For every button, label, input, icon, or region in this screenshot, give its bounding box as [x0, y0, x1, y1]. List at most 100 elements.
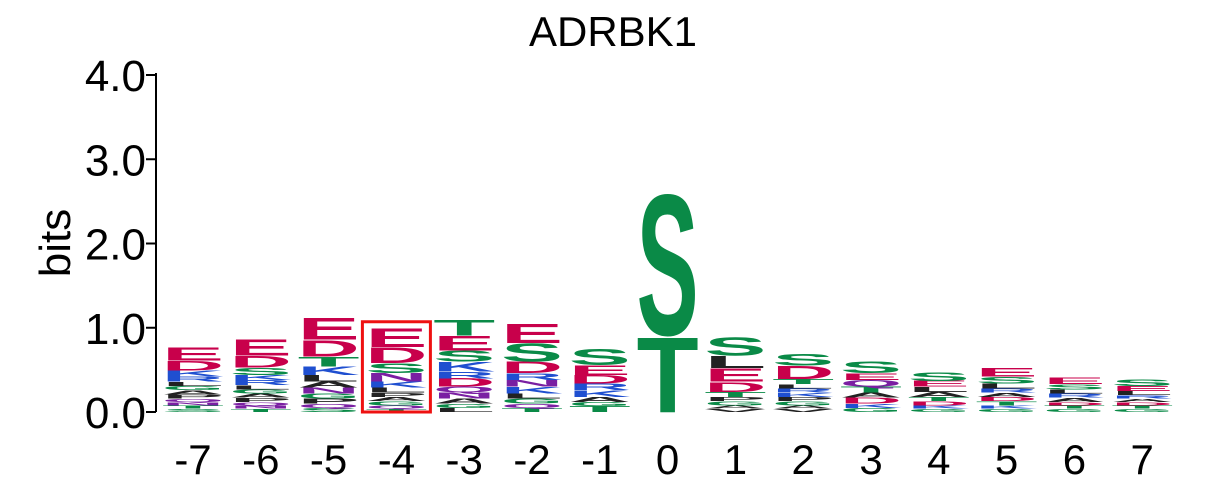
- logo-letter-N: N: [298, 386, 360, 395]
- y-tick-label: 1.0: [85, 305, 146, 354]
- logo-letter-S: S: [298, 407, 360, 414]
- logo-letter-G: G: [298, 392, 360, 400]
- logo-letter-D: D: [840, 396, 902, 405]
- x-tick-label: 0: [656, 436, 679, 483]
- logo-letter-K: K: [501, 385, 563, 395]
- logo-letter-G: G: [365, 400, 427, 407]
- logo-letter-L: L: [908, 386, 970, 394]
- logo-letter-D: D: [704, 379, 766, 395]
- logo-letter-Q: Q: [840, 378, 902, 388]
- logo-letter-L: L: [772, 383, 834, 390]
- logo-letter-T: T: [162, 404, 224, 409]
- logo-letter-A: A: [162, 389, 224, 396]
- logo-letter-R: R: [230, 379, 292, 387]
- logo-letter-S: S: [501, 338, 563, 367]
- x-tick-label: 2: [792, 436, 815, 483]
- logo-letter-L: L: [230, 384, 292, 391]
- logo-letter-G: G: [976, 408, 1038, 413]
- logo-letter-D: D: [230, 353, 292, 371]
- logo-letter-A: A: [908, 390, 970, 398]
- y-tick-label: 2.0: [85, 221, 146, 270]
- logo-letter-T: T: [230, 408, 292, 413]
- logo-letter-P: P: [230, 397, 292, 404]
- logo-letter-T: T: [569, 405, 631, 414]
- x-tick-label: 3: [859, 436, 882, 483]
- logo-letter-T: T: [1043, 404, 1105, 409]
- logo-letter-V: V: [704, 408, 766, 413]
- logo-letter-D: D: [298, 336, 360, 362]
- logo-letter-E: E: [230, 335, 292, 361]
- logo-letter-R: R: [433, 370, 495, 380]
- logo-letter-A: A: [230, 392, 292, 399]
- logo-letter-K: K: [298, 364, 360, 377]
- logo-letter-E: E: [569, 362, 631, 378]
- logo-letter-A: A: [840, 391, 902, 399]
- logo-letter-E: E: [433, 332, 495, 355]
- logo-letter-N: N: [162, 401, 224, 406]
- logo-letter-R: R: [1111, 394, 1173, 399]
- logo-letter-K: K: [365, 380, 427, 389]
- logo-letter-Q: Q: [230, 401, 292, 406]
- logo-letter-S: S: [637, 153, 699, 378]
- logo-letter-P: P: [162, 393, 224, 400]
- logo-letter-G: G: [162, 385, 224, 392]
- logo-letter-A: A: [298, 380, 360, 389]
- logo-letter-D: D: [772, 363, 834, 384]
- logo-letter-G: G: [569, 401, 631, 408]
- logo-letter-L: L: [1043, 388, 1105, 395]
- y-tick-label: 3.0: [85, 136, 146, 185]
- logo-letter-T: T: [298, 354, 360, 370]
- y-tick-label: 4.0: [85, 52, 146, 101]
- x-tick-label: 6: [1063, 436, 1086, 483]
- logo-letter-T: T: [704, 391, 766, 399]
- logo-letter-E: E: [365, 323, 427, 353]
- logo-letter-E: E: [840, 371, 902, 381]
- logo-letter-L: L: [298, 373, 360, 383]
- logo-letter-P: P: [772, 396, 834, 403]
- logo-letter-K: K: [976, 404, 1038, 409]
- logo-letter-D: D: [1043, 401, 1105, 406]
- logo-letter-D: D: [908, 400, 970, 407]
- logo-letter-L: L: [704, 353, 766, 373]
- x-tick-label: -7: [174, 436, 211, 483]
- logo-letter-T: T: [976, 400, 1038, 407]
- x-tick-label: -5: [310, 436, 347, 483]
- x-tick-label: -4: [378, 436, 415, 483]
- x-tick-label: -1: [581, 436, 618, 483]
- logo-letter-A: A: [365, 396, 427, 403]
- x-tick-label: 4: [927, 436, 950, 483]
- logo-letter-D: D: [433, 376, 495, 389]
- logo-letter-S: S: [162, 408, 224, 413]
- logo-letter-A: A: [433, 397, 495, 405]
- y-axis-label: bits: [31, 209, 80, 277]
- logo-letter-L: L: [1111, 390, 1173, 397]
- logo-letter-T: T: [908, 396, 970, 403]
- logo-letter-P: P: [704, 396, 766, 403]
- logo-letter-S: S: [365, 361, 427, 377]
- logo-letter-D: D: [162, 358, 224, 374]
- logo-letter-G: G: [433, 403, 495, 410]
- logo-letter-S: S: [840, 359, 902, 377]
- x-tick-label: -2: [513, 436, 550, 483]
- y-tick-label: 0.0: [85, 389, 146, 438]
- logo-letter-T: T: [637, 315, 699, 435]
- logo-letter-L: L: [365, 386, 427, 394]
- logo-letter-G: G: [908, 408, 970, 413]
- x-tick-label: 5: [995, 436, 1018, 483]
- chart-title: ADRBK1: [529, 8, 697, 55]
- logo-letter-V: V: [772, 408, 834, 413]
- logo-letter-R: R: [162, 375, 224, 383]
- logo-letter-L: L: [976, 382, 1038, 390]
- logo-letter-A: A: [1043, 397, 1105, 404]
- logo-letter-T: T: [501, 407, 563, 414]
- logo-letter-K: K: [230, 374, 292, 382]
- logo-letter-G: G: [1043, 408, 1105, 413]
- logo-letter-K: K: [772, 392, 834, 399]
- logo-letter-T: T: [365, 408, 427, 413]
- logo-letter-S: S: [569, 344, 631, 370]
- logo-letter-L: L: [162, 381, 224, 388]
- logo-letter-S: S: [704, 333, 766, 362]
- logo-letter-K: K: [908, 404, 970, 409]
- logo-letter-S: S: [1043, 383, 1105, 391]
- logo-letter-A: A: [1111, 398, 1173, 403]
